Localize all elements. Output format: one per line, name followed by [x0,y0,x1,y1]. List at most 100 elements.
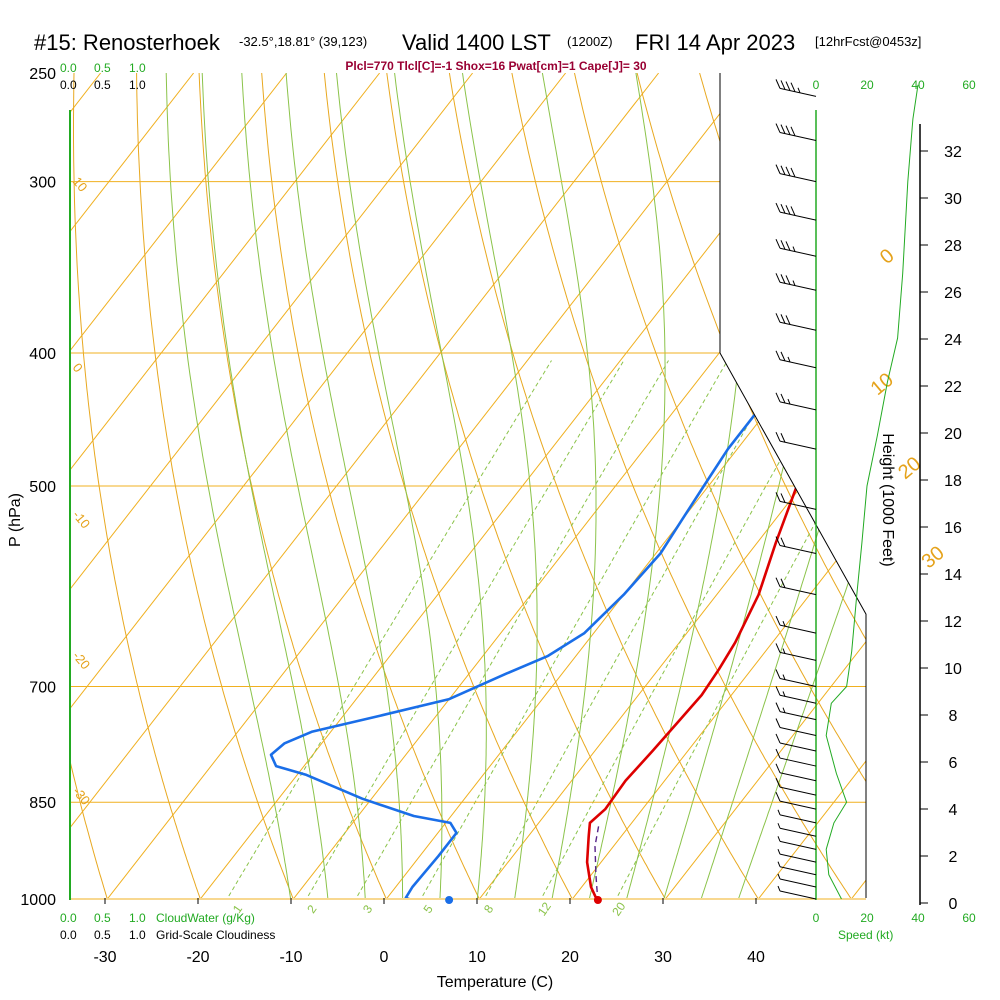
dry-adiabat-line [511,73,854,898]
temperature-tick-label: 10 [468,949,486,966]
dry-adiabat-line [448,73,761,898]
mixing-ratio-line [418,360,728,898]
wind-barb [777,885,817,900]
wind-barb [777,809,817,824]
isotherm-line [104,73,753,898]
svg-text:0.5: 0.5 [94,61,111,75]
svg-text:60: 60 [962,78,976,92]
isotherm-label: 0 [876,245,899,269]
isotherm-line [662,73,866,898]
mixing-ratio-line [353,360,669,898]
pressure-tick-label: 700 [29,680,56,697]
valid-date: FRI 14 Apr 2023 [635,30,795,55]
dry-adiabat-line [0,73,15,902]
svg-text:60: 60 [962,911,976,925]
height-tick-label: 14 [944,567,962,584]
svg-text:40: 40 [911,78,925,92]
wind-barb [775,577,817,596]
wind-barbs [775,79,817,900]
moist-adiabat-line [462,73,538,898]
svg-text:20: 20 [860,911,874,925]
dry-adiabat-label: -20 [70,648,94,672]
temperature-tick-label: -10 [279,949,302,966]
svg-text:0.5: 0.5 [94,928,111,942]
isobars [70,181,866,900]
pressure-tick-label: 850 [29,795,56,812]
wind-barb [775,763,817,782]
mixing-ratio-line [614,360,866,898]
height-tick-label: 32 [944,144,962,161]
temperature-tick-label: 20 [561,949,579,966]
svg-text:1.0: 1.0 [129,78,146,92]
cloudwater-bottom-scale: 0.0 0.5 1.0 CloudWater (g/Kg) 0.0 0.5 1.… [60,911,275,942]
dry-adiabat-line [323,73,575,898]
mixing-ratio-label: 20 [609,899,628,918]
isotherm-line [197,73,846,898]
temperature-tick-label: 0 [380,949,389,966]
svg-text:0: 0 [813,78,820,92]
indices-subtitle: Plcl=770 Tlcl[C]=-1 Shox=16 Pwat[cm]=1 C… [345,59,646,73]
dry-adiabat-line [136,73,295,898]
wind-barb [775,748,817,767]
moist-adiabat-line [541,73,597,898]
station-coords: -32.5°,18.81° (39,123) [239,34,367,49]
wind-barb [775,615,817,634]
isotherm-line [848,73,866,898]
pressure-ticks: 250 300 400 500 700 850 1000 [20,66,56,909]
height-tick-label: 22 [944,379,962,396]
y-axis-title: P (hPa) [7,493,24,547]
dry-adiabat-label: 0 [70,360,86,375]
pressure-tick-label: 1000 [20,892,56,909]
wind-barb [775,164,817,183]
dry-adiabat-line [198,73,389,898]
x-axis-title: Temperature (C) [437,974,553,991]
wind-barb [775,79,817,97]
isotherm-line [70,73,567,898]
sounding-traces [269,84,866,898]
svg-text:0: 0 [813,911,820,925]
speed-label: Speed (kt) [838,928,893,942]
wind-barb [775,718,817,736]
moist-adiabat-line [699,73,866,898]
dry-adiabat-label: -30 [70,784,94,808]
height-tick-label: 30 [944,191,962,208]
temperature-line [585,122,866,898]
height-tick-label: 26 [944,285,962,302]
height-tick-label: 28 [944,238,962,255]
dewpoint-line [269,84,866,898]
wind-speed-line [825,84,919,900]
zulu-time: (1200Z) [567,34,613,49]
svg-text:0.0: 0.0 [60,61,77,75]
svg-text:0.5: 0.5 [94,78,111,92]
wind-barb [775,431,817,450]
height-tick-label: 16 [944,520,962,537]
isotherm-line [70,73,381,898]
forecast-info: [12hrFcst@0453z] [815,34,921,49]
moist-adiabat-line [625,73,748,898]
svg-text:1.0: 1.0 [129,928,146,942]
speed-bottom-scale: 0 20 40 60 Speed (kt) [813,911,976,942]
wind-barb [775,702,817,721]
pressure-tick-label: 300 [29,175,56,192]
pressure-tick-label: 250 [29,66,56,83]
dry-adiabat-label: 10 [70,174,91,195]
thermo-grid [0,73,866,902]
wind-barb [775,777,817,796]
cloudiness-label: Grid-Scale Cloudiness [156,928,275,942]
wind-barb [777,823,817,837]
dry-adiabat-line [574,73,866,898]
isotherm-line [290,73,866,898]
isotherm-line [70,73,660,898]
wind-barb [775,273,817,291]
mixing-ratio-label: 3 [360,902,375,916]
temperature-ticks: -30 -20 -10 0 10 20 30 40 [93,898,765,966]
wind-barb [775,239,817,257]
wind-barb [775,202,817,221]
temperature-tick-label: -20 [186,949,209,966]
moist-adiabat-line [201,73,329,898]
svg-text:0.0: 0.0 [60,911,77,925]
height-tick-label: 2 [949,849,958,866]
wind-barb [777,836,817,850]
